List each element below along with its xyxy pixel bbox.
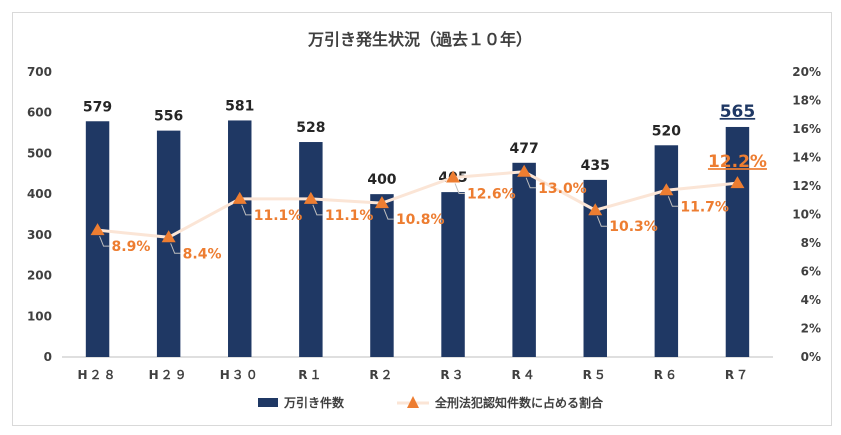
line-marker	[161, 230, 176, 243]
percent-label: 11.1%	[254, 208, 303, 224]
category-label: R３	[440, 368, 465, 382]
category-labels: H２８ H２９ H３０ R１ R２ R３ R４ R５ R６ R７	[78, 368, 750, 382]
percent-label: 11.7%	[680, 199, 729, 215]
right-tick-label: 4%	[801, 293, 821, 307]
line-marker	[303, 191, 318, 204]
left-tick-label: 100	[27, 309, 52, 323]
line-marker	[517, 164, 532, 177]
left-tick-label: 200	[27, 269, 52, 283]
line-marker	[588, 203, 603, 216]
left-tick-label: 700	[27, 65, 52, 79]
right-tick-label: 2%	[801, 322, 821, 336]
left-tick-label: 0	[44, 350, 52, 364]
category-label: R５	[583, 368, 608, 382]
legend-bar-label: 万引き件数	[283, 395, 345, 410]
bar	[299, 142, 323, 357]
right-axis: 0% 2% 4% 6% 8% 10% 12% 14% 16% 18% 20%	[792, 65, 821, 364]
bar-value-label: 581	[225, 98, 254, 114]
line-marker	[730, 176, 745, 189]
line-marker	[659, 183, 674, 196]
bar-value-label: 528	[296, 120, 325, 136]
right-tick-label: 16%	[792, 122, 821, 136]
percent-leader-line	[667, 196, 679, 207]
percent-label: 12.6%	[467, 186, 516, 202]
percent-leader-line	[596, 216, 608, 227]
left-tick-label: 500	[27, 146, 52, 160]
category-label: R６	[654, 368, 679, 382]
percent-label: 10.8%	[396, 212, 445, 228]
bar	[156, 130, 181, 357]
legend: 万引き件数 全刑法犯認知件数に占める割合	[258, 395, 604, 410]
series-line	[97, 170, 738, 239]
right-tick-label: 20%	[792, 65, 821, 79]
bar	[85, 121, 110, 357]
right-tick-label: 14%	[792, 151, 821, 165]
category-label: R７	[725, 368, 750, 382]
percent-leader-line	[454, 183, 466, 194]
bar-value-label: 579	[83, 99, 112, 115]
percent-leader-line	[99, 235, 110, 247]
bar-value-label: 435	[581, 158, 610, 174]
bar-value-label: 520	[652, 123, 681, 139]
bar-series: 579556581528400405477435520565	[83, 98, 755, 357]
right-tick-label: 10%	[792, 208, 821, 222]
percent-label: 12.2%	[708, 152, 767, 172]
bar	[370, 194, 394, 357]
category-label: H２８	[78, 368, 118, 382]
right-tick-label: 18%	[792, 94, 821, 108]
percent-leader-line	[170, 243, 181, 254]
line-marker	[374, 196, 389, 209]
category-label: H２９	[149, 368, 189, 382]
bar-value-label: 565	[720, 102, 756, 122]
bar-value-label: 400	[367, 172, 396, 188]
category-label: R１	[298, 368, 323, 382]
bar-value-label: 477	[510, 141, 539, 157]
line-marker	[90, 223, 105, 236]
legend-bar-swatch	[258, 398, 278, 407]
bar	[441, 192, 465, 357]
percent-leader-line	[525, 177, 537, 189]
legend-line-marker	[407, 396, 419, 408]
percent-label: 13.0%	[538, 181, 587, 197]
bar	[583, 179, 607, 357]
percent-label: 8.4%	[183, 246, 222, 262]
left-tick-label: 400	[27, 187, 52, 201]
bar-value-label: 556	[154, 109, 183, 125]
percent-leader-line	[383, 208, 394, 220]
line-marker	[446, 170, 461, 183]
bar	[654, 145, 679, 357]
right-tick-label: 12%	[792, 179, 821, 193]
bar	[512, 162, 536, 357]
legend-line-label: 全刑法犯認知件数に占める割合	[434, 395, 604, 410]
line-marker	[232, 191, 247, 204]
left-axis: 0 100 200 300 400 500 600 700	[27, 65, 52, 364]
bar	[228, 120, 252, 357]
chart-title: 万引き発生状況（過去１０年）	[307, 30, 532, 49]
category-label: R４	[512, 368, 537, 382]
category-label: R２	[369, 368, 394, 382]
right-tick-label: 6%	[801, 265, 821, 279]
percent-label: 11.1%	[325, 208, 374, 224]
left-tick-label: 600	[27, 106, 52, 120]
left-tick-label: 300	[27, 228, 52, 242]
right-tick-label: 8%	[801, 236, 821, 250]
category-label: H３０	[220, 368, 260, 382]
percent-leader-line	[312, 204, 323, 216]
percent-label: 10.3%	[609, 219, 658, 235]
percent-label: 8.9%	[112, 239, 151, 255]
percent-leader-line	[241, 204, 252, 216]
right-tick-label: 0%	[801, 350, 821, 364]
line-series: 8.9% 8.4% 11.1% 11.1% 10.8% 12.6% 13.0% 10.3% 11…	[90, 152, 767, 262]
